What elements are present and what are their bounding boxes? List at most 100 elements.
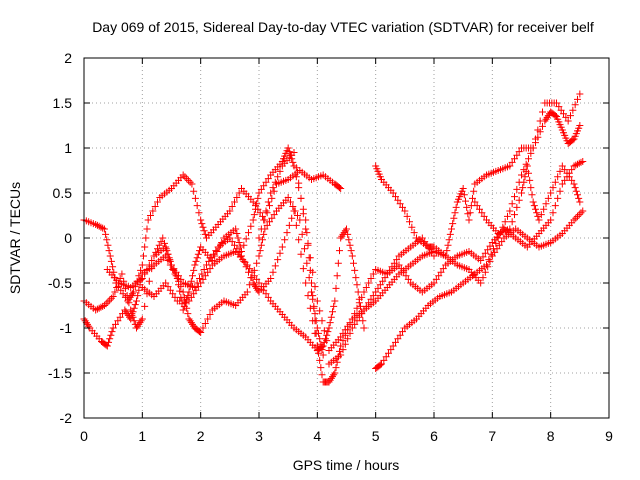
data-point xyxy=(574,191,581,199)
data-point xyxy=(297,194,305,202)
data-point xyxy=(579,207,587,215)
data-point xyxy=(128,290,136,298)
data-point xyxy=(323,337,331,345)
data-point xyxy=(147,212,154,219)
data-point xyxy=(231,241,238,249)
data-point xyxy=(285,221,293,229)
data-point xyxy=(530,202,538,210)
data-point xyxy=(166,257,174,265)
x-tick-label: 6 xyxy=(430,428,438,444)
data-point xyxy=(260,182,268,190)
data-point xyxy=(196,275,203,282)
data-point xyxy=(159,234,167,242)
data-point xyxy=(408,223,416,231)
data-point xyxy=(186,178,194,186)
data-point xyxy=(128,310,136,318)
data-point xyxy=(316,307,324,315)
data-point xyxy=(114,317,122,325)
data-point xyxy=(305,274,313,282)
data-point xyxy=(525,155,532,163)
data-point xyxy=(570,180,578,188)
data-point xyxy=(483,261,490,269)
data-point xyxy=(446,230,454,238)
data-point xyxy=(362,284,370,291)
data-point xyxy=(197,279,205,287)
data-point xyxy=(270,211,278,219)
data-point xyxy=(109,324,117,332)
data-point xyxy=(539,122,546,130)
data-point xyxy=(266,218,273,226)
data-point xyxy=(470,187,478,195)
data-point xyxy=(105,338,112,346)
data-point xyxy=(276,249,284,257)
data-point xyxy=(511,211,518,219)
y-tick-label: 1.5 xyxy=(53,95,73,111)
data-point xyxy=(311,310,319,318)
data-point xyxy=(392,193,399,201)
data-point xyxy=(248,268,256,276)
data-point xyxy=(535,216,543,224)
data-point xyxy=(450,214,458,222)
data-point xyxy=(189,272,196,280)
data-point xyxy=(100,225,108,233)
data-point xyxy=(191,194,199,202)
data-point xyxy=(262,178,270,186)
data-point xyxy=(399,203,406,211)
data-point xyxy=(194,250,202,258)
data-point xyxy=(183,304,191,312)
data-point xyxy=(189,320,196,328)
data-point xyxy=(488,252,496,260)
data-point xyxy=(181,173,189,181)
data-point xyxy=(226,234,234,242)
data-point xyxy=(143,266,151,273)
data-point xyxy=(410,229,418,237)
series-track-3 xyxy=(80,194,327,359)
data-point xyxy=(534,133,542,141)
data-point xyxy=(129,313,137,321)
data-point xyxy=(563,169,571,177)
data-point xyxy=(309,295,317,303)
data-point xyxy=(442,252,450,260)
data-point xyxy=(243,288,251,296)
data-point xyxy=(148,265,156,273)
data-point xyxy=(125,299,133,307)
data-point xyxy=(299,210,307,218)
data-point xyxy=(264,198,272,206)
data-point xyxy=(141,243,149,251)
data-point xyxy=(352,274,360,282)
data-point xyxy=(235,239,243,246)
data-point xyxy=(343,225,350,233)
data-point xyxy=(135,272,143,280)
data-point xyxy=(544,112,552,120)
data-point xyxy=(93,221,101,229)
data-point xyxy=(463,203,471,211)
data-point xyxy=(539,108,546,116)
data-point xyxy=(247,274,255,282)
data-point xyxy=(112,320,119,328)
data-point xyxy=(109,263,117,271)
y-tick-label: -1 xyxy=(60,320,73,336)
data-point xyxy=(355,313,363,321)
data-point xyxy=(528,191,536,199)
data-point xyxy=(316,356,324,364)
data-point xyxy=(308,288,315,296)
data-point xyxy=(309,317,317,325)
data-point xyxy=(540,205,548,213)
data-point xyxy=(311,283,319,291)
data-point xyxy=(339,329,347,337)
data-point xyxy=(193,254,201,262)
data-point xyxy=(336,184,343,192)
data-point xyxy=(231,198,238,206)
data-point xyxy=(326,319,334,327)
data-point xyxy=(211,252,219,260)
data-point xyxy=(339,346,347,354)
data-point xyxy=(525,169,532,177)
data-point xyxy=(346,329,354,337)
data-point xyxy=(162,243,170,251)
data-point xyxy=(103,236,111,244)
data-point xyxy=(242,263,250,271)
data-point xyxy=(233,230,241,237)
x-tick-label: 0 xyxy=(80,428,88,444)
data-point xyxy=(299,265,307,273)
data-point xyxy=(119,290,127,298)
